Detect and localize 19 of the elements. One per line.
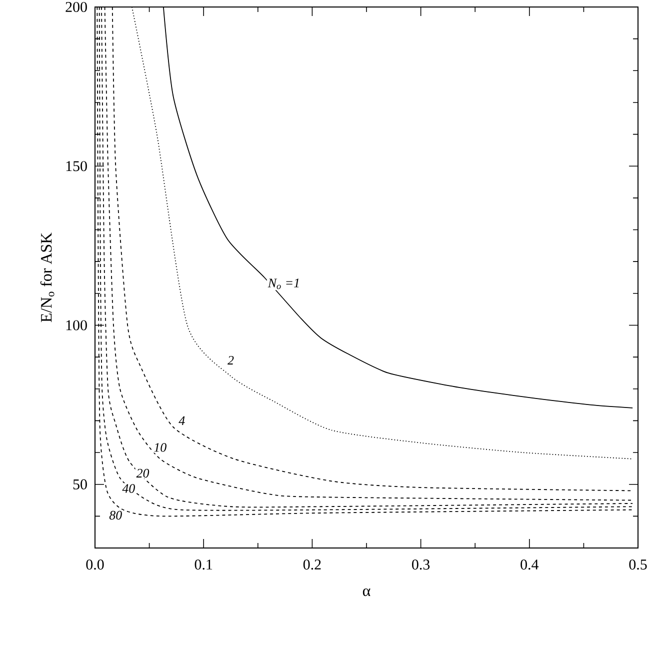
x-tick-label: 0.0 xyxy=(86,559,104,570)
annotation: N$_{o}$ =1 xyxy=(268,278,299,290)
annotation: 80 xyxy=(109,510,122,520)
y-tick-label: 100 xyxy=(66,320,87,330)
annotation: 20 xyxy=(136,468,150,478)
y-tick-label: 150 xyxy=(66,161,87,172)
annotation: 10 xyxy=(154,443,166,452)
x-axis-title: α xyxy=(362,588,370,596)
annotation: 4 xyxy=(178,416,185,425)
x-tick-label: 0.5 xyxy=(629,559,647,570)
y-tick-label: 50 xyxy=(73,479,87,490)
x-tick-label: 0.4 xyxy=(520,559,539,570)
y-tick-label: 200 xyxy=(66,2,87,12)
x-tick-label: 0.3 xyxy=(412,559,430,570)
annotation: 2 xyxy=(228,356,234,365)
y-axis-title: E/N$_{o}$ for ASK xyxy=(40,232,54,322)
x-tick-label: 0.1 xyxy=(194,559,212,570)
annotation: 40 xyxy=(122,484,135,493)
x-tick-label: 0.2 xyxy=(303,559,321,570)
